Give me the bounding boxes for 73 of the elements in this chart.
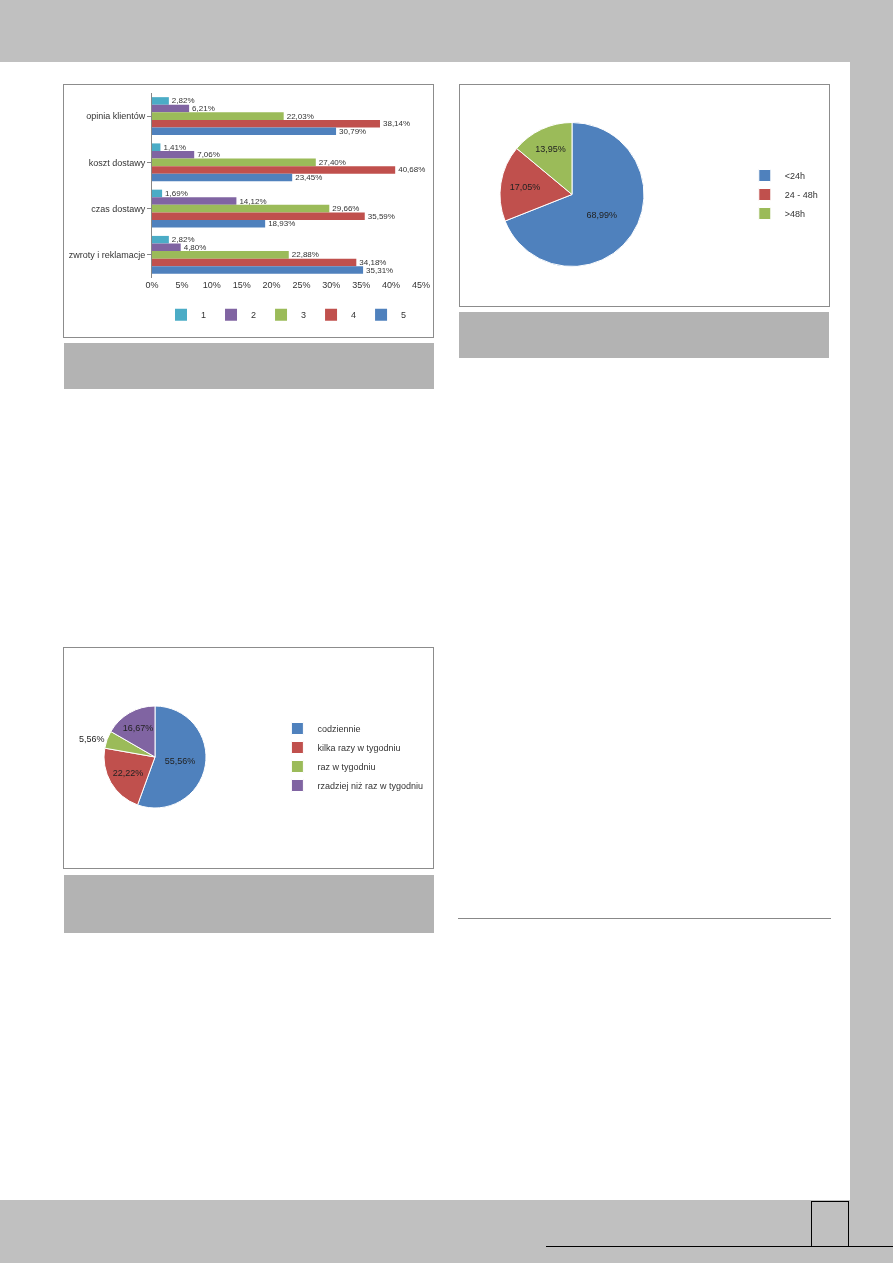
- legend-label: codziennie: [317, 724, 361, 735]
- bar: [152, 258, 357, 267]
- legend-label: 24 - 48h: [784, 190, 818, 201]
- data-label: 18,93%: [268, 219, 296, 229]
- data-label: 4,80%: [183, 242, 207, 252]
- legend-label: raz w tygodniu: [317, 762, 376, 773]
- y-tick-label: koszt dostawy: [88, 157, 146, 168]
- bar: [152, 266, 364, 274]
- bar: [152, 220, 266, 228]
- legend-label: 1: [201, 310, 207, 321]
- data-label: 5,56%: [79, 733, 105, 744]
- data-label: 35,59%: [367, 211, 395, 221]
- data-label: 40,68%: [398, 165, 426, 175]
- x-tick-label: 10%: [202, 280, 221, 290]
- bar: [152, 119, 380, 128]
- bar: [152, 104, 190, 113]
- legend-label: rzadziej niż raz w tygodniu: [317, 781, 423, 792]
- data-label: 17,05%: [509, 181, 541, 192]
- y-tick-label: czas dostawy: [91, 203, 146, 214]
- data-label: 23,45%: [295, 173, 323, 183]
- bar: [152, 204, 330, 213]
- data-label: 22,88%: [291, 250, 319, 260]
- bar: [152, 143, 161, 151]
- data-label: 29,66%: [332, 204, 360, 214]
- x-tick-label: 5%: [175, 280, 189, 290]
- data-label: 27,40%: [318, 157, 346, 167]
- x-tick-label: 25%: [292, 280, 311, 290]
- legend-label: kilka razy w tygodniu: [317, 743, 401, 754]
- data-label: 22,03%: [286, 111, 314, 121]
- data-label: 35,31%: [366, 265, 394, 275]
- legend-label: <24h: [784, 171, 806, 182]
- y-tick-label: opinia klientów: [86, 111, 146, 122]
- x-tick-label: 45%: [411, 280, 431, 290]
- bar: [152, 243, 181, 252]
- data-label: 2,82%: [171, 96, 195, 106]
- legend-label: >48h: [784, 209, 806, 220]
- data-label: 1,41%: [163, 142, 187, 152]
- x-tick-label: 40%: [382, 280, 401, 290]
- y-tick-label: zwroty i reklamacje: [68, 250, 146, 261]
- x-tick-label: 0%: [145, 280, 159, 290]
- bar: [152, 197, 237, 205]
- bar: [152, 151, 195, 159]
- bar: [152, 97, 169, 105]
- bar: [152, 166, 396, 174]
- data-label: 68,99%: [586, 209, 618, 220]
- data-label: 22,22%: [112, 767, 144, 778]
- bar: [152, 189, 163, 198]
- legend-label: 2: [251, 310, 257, 321]
- x-tick-label: 20%: [262, 280, 281, 290]
- data-label: 6,21%: [192, 104, 215, 114]
- bar: [152, 251, 289, 259]
- data-label: 1,69%: [165, 188, 188, 198]
- x-tick-label: 15%: [232, 280, 251, 290]
- bar: [152, 235, 169, 244]
- bar: [152, 127, 337, 136]
- legend-label: 4: [351, 310, 357, 321]
- data-label: 13,95%: [535, 143, 566, 154]
- bar: [152, 212, 365, 220]
- x-tick-label: 30%: [322, 280, 341, 290]
- bar: [152, 173, 293, 182]
- data-label: 55,56%: [164, 756, 196, 767]
- bar: [152, 112, 284, 120]
- x-tick-label: 35%: [352, 280, 371, 290]
- bar: [152, 158, 316, 167]
- data-label: 30,79%: [339, 126, 367, 136]
- data-label: 34,18%: [359, 257, 387, 267]
- data-label: 2,82%: [171, 235, 195, 245]
- data-label: 38,14%: [382, 119, 411, 129]
- data-label: 16,67%: [122, 722, 154, 733]
- data-label: 7,06%: [197, 150, 220, 160]
- legend-label: 5: [401, 310, 407, 321]
- data-label: 14,12%: [239, 196, 267, 206]
- legend-label: 3: [301, 310, 307, 321]
